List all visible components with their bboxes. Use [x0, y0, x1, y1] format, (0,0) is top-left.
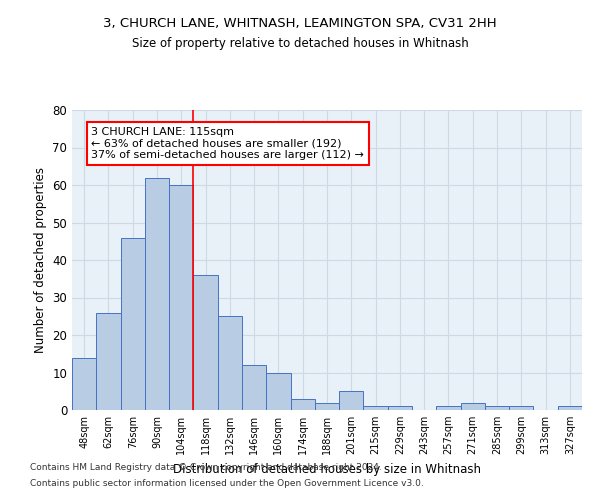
Bar [290, 399, 315, 410]
Bar [485, 406, 509, 410]
Bar [96, 312, 121, 410]
Bar [339, 391, 364, 410]
Bar [169, 185, 193, 410]
Bar [72, 358, 96, 410]
X-axis label: Distribution of detached houses by size in Whitnash: Distribution of detached houses by size … [173, 462, 481, 475]
Text: Contains public sector information licensed under the Open Government Licence v3: Contains public sector information licen… [30, 478, 424, 488]
Bar [388, 406, 412, 410]
Bar [242, 365, 266, 410]
Bar [121, 238, 145, 410]
Text: Size of property relative to detached houses in Whitnash: Size of property relative to detached ho… [131, 38, 469, 51]
Bar [218, 316, 242, 410]
Y-axis label: Number of detached properties: Number of detached properties [34, 167, 47, 353]
Bar [509, 406, 533, 410]
Bar [266, 372, 290, 410]
Bar [558, 406, 582, 410]
Text: 3, CHURCH LANE, WHITNASH, LEAMINGTON SPA, CV31 2HH: 3, CHURCH LANE, WHITNASH, LEAMINGTON SPA… [103, 18, 497, 30]
Bar [193, 275, 218, 410]
Text: 3 CHURCH LANE: 115sqm
← 63% of detached houses are smaller (192)
37% of semi-det: 3 CHURCH LANE: 115sqm ← 63% of detached … [91, 127, 364, 160]
Bar [364, 406, 388, 410]
Bar [461, 402, 485, 410]
Bar [436, 406, 461, 410]
Bar [315, 402, 339, 410]
Bar [145, 178, 169, 410]
Text: Contains HM Land Registry data © Crown copyright and database right 2024.: Contains HM Land Registry data © Crown c… [30, 464, 382, 472]
